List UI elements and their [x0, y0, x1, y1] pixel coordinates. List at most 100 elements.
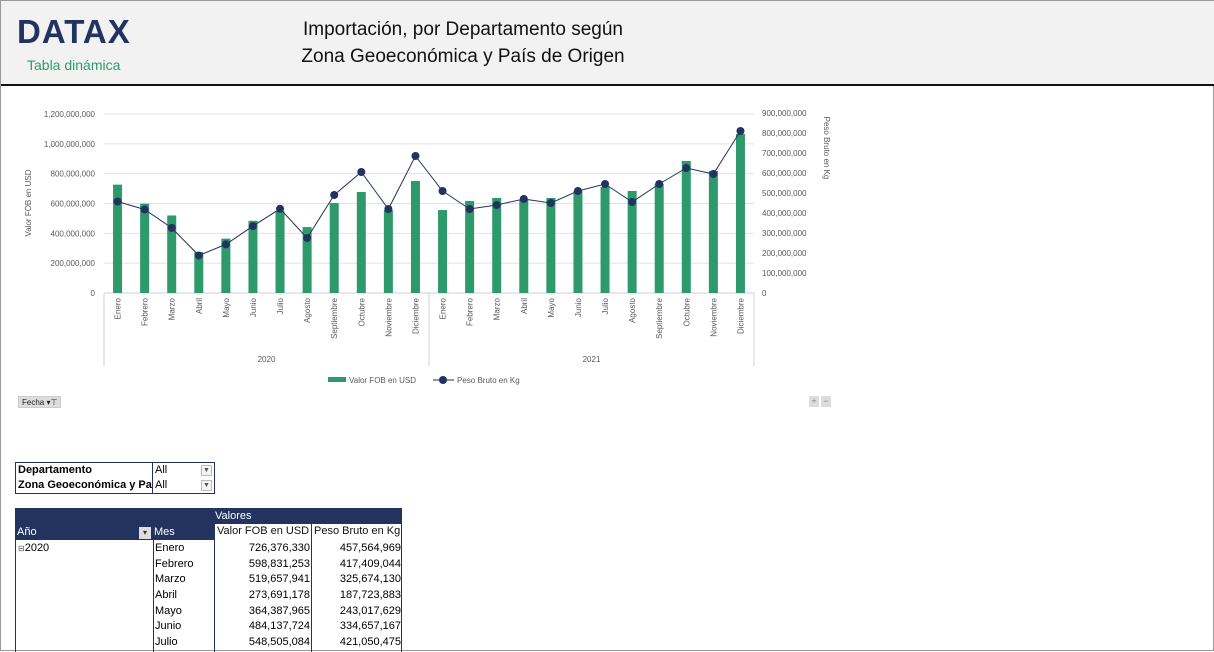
- line-point[interactable]: [438, 187, 447, 195]
- bar[interactable]: [546, 197, 556, 293]
- month-cell: Enero: [155, 542, 185, 554]
- x-tick-label: Marzo: [493, 297, 502, 320]
- collapse-button[interactable]: −: [821, 396, 831, 407]
- bar[interactable]: [302, 227, 312, 293]
- x-tick-label: Agosto: [303, 297, 312, 322]
- line-point[interactable]: [709, 170, 718, 178]
- header: DATAX Tabla dinámica Importación, por De…: [1, 1, 1214, 86]
- y-right-tick-label: 100,000,000: [762, 269, 807, 278]
- pivot-chart[interactable]: 0 200,000,000 400,000,000 600,000,000 800,00…: [1, 91, 841, 486]
- bar[interactable]: [627, 190, 637, 293]
- fob-cell: 548,505,084: [248, 636, 310, 649]
- dropdown-arrow-icon[interactable]: ▼: [201, 465, 212, 476]
- line-point[interactable]: [411, 152, 420, 160]
- table-row: Mayo 364,387,965 243,017,629: [16, 604, 401, 620]
- filter-label: Departamento: [16, 463, 153, 478]
- bar[interactable]: [275, 211, 285, 293]
- line-point[interactable]: [140, 205, 149, 214]
- datax-logo: DATAX: [17, 13, 131, 50]
- expand-button[interactable]: +: [809, 396, 819, 407]
- y-right-axis-title: Peso Bruto en Kg: [822, 117, 831, 180]
- x-tick-label: Junio: [574, 297, 583, 317]
- y-right-tick-label: 900,000,000: [762, 109, 807, 118]
- line-point[interactable]: [628, 198, 637, 206]
- bar[interactable]: [167, 215, 177, 293]
- bar[interactable]: [248, 220, 258, 293]
- x-tick-label: Septiembre: [330, 297, 339, 338]
- bar[interactable]: [221, 238, 231, 293]
- bar[interactable]: [438, 210, 448, 293]
- line-point[interactable]: [330, 191, 339, 199]
- y-right-tick-label: 0: [762, 289, 767, 298]
- month-header: Mes: [154, 526, 175, 538]
- x-tick-label: Noviembre: [384, 297, 393, 336]
- filter-value[interactable]: All ▼: [153, 463, 214, 478]
- filter-zona: Zona Geoeconómica y País de Origen All ▼: [16, 478, 214, 493]
- bar[interactable]: [600, 186, 610, 293]
- bar[interactable]: [654, 183, 664, 293]
- line-point[interactable]: [736, 127, 745, 135]
- line-point[interactable]: [221, 240, 230, 249]
- filter-icon[interactable]: ▾: [139, 527, 151, 539]
- collapse-icon[interactable]: ⊟: [18, 544, 25, 553]
- fob-header: Valor FOB en USD: [214, 524, 311, 540]
- y-right-tick-label: 700,000,000: [762, 149, 807, 158]
- line-point[interactable]: [276, 204, 285, 213]
- line-point[interactable]: [194, 251, 203, 260]
- bar[interactable]: [383, 210, 393, 293]
- line-point[interactable]: [601, 180, 610, 188]
- line-point[interactable]: [357, 168, 366, 176]
- year-header: Año: [17, 526, 37, 538]
- filter-value-text: All: [155, 464, 168, 476]
- bar[interactable]: [113, 184, 123, 293]
- bar[interactable]: [573, 190, 583, 293]
- month-cell: Junio: [155, 620, 182, 633]
- line-point[interactable]: [655, 180, 664, 188]
- x-tick-label: Noviembre: [709, 297, 718, 336]
- bar[interactable]: [194, 252, 204, 293]
- bar[interactable]: [329, 203, 339, 293]
- x-tick-label: Diciembre: [736, 297, 745, 334]
- fecha-filter-button[interactable]: Fecha ▾⊤: [18, 396, 62, 408]
- bar[interactable]: [735, 133, 745, 293]
- peso-cell: 334,657,167: [339, 620, 401, 633]
- line-point[interactable]: [248, 222, 257, 231]
- y-right-tick-label: 300,000,000: [762, 229, 807, 238]
- x-tick-label: Agosto: [628, 297, 637, 322]
- bar[interactable]: [410, 180, 420, 293]
- y-tick-label: 600,000,000: [51, 200, 96, 209]
- line-point[interactable]: [573, 187, 582, 195]
- line-point[interactable]: [303, 234, 312, 242]
- x-tick-label: Junio: [249, 297, 258, 317]
- dropdown-arrow-icon[interactable]: ▼: [201, 480, 212, 491]
- y-right-tick-label: 800,000,000: [762, 129, 807, 138]
- filter-value[interactable]: All ▼: [153, 478, 214, 493]
- bar[interactable]: [519, 199, 529, 293]
- bar[interactable]: [492, 197, 502, 293]
- line-point[interactable]: [519, 195, 528, 203]
- bar[interactable]: [356, 192, 366, 293]
- y-right-tick-label: 400,000,000: [762, 209, 807, 218]
- bar[interactable]: [708, 170, 718, 293]
- peso-cell: 325,674,130: [339, 573, 401, 586]
- bar[interactable]: [140, 203, 150, 293]
- line-point[interactable]: [384, 205, 393, 213]
- line-point[interactable]: [465, 205, 474, 213]
- line-series: [117, 130, 741, 257]
- year-2020[interactable]: ⊟2020: [18, 542, 49, 554]
- bar[interactable]: [681, 160, 691, 293]
- filter-value-text: All: [155, 479, 168, 491]
- fob-cell: 484,137,724: [248, 620, 310, 633]
- peso-header: Peso Bruto en Kg: [311, 524, 402, 540]
- line-point[interactable]: [167, 223, 176, 232]
- fob-cell: 726,376,330: [248, 542, 310, 554]
- line-point[interactable]: [492, 201, 501, 209]
- bar[interactable]: [465, 200, 475, 293]
- legend-bar-swatch: [328, 377, 346, 382]
- fecha-label: Fecha: [22, 398, 45, 407]
- line-point[interactable]: [682, 164, 691, 172]
- peso-cell: 417,409,044: [339, 557, 401, 570]
- line-point[interactable]: [546, 199, 555, 207]
- y-right-tick-label: 200,000,000: [762, 249, 807, 258]
- line-point[interactable]: [113, 197, 122, 206]
